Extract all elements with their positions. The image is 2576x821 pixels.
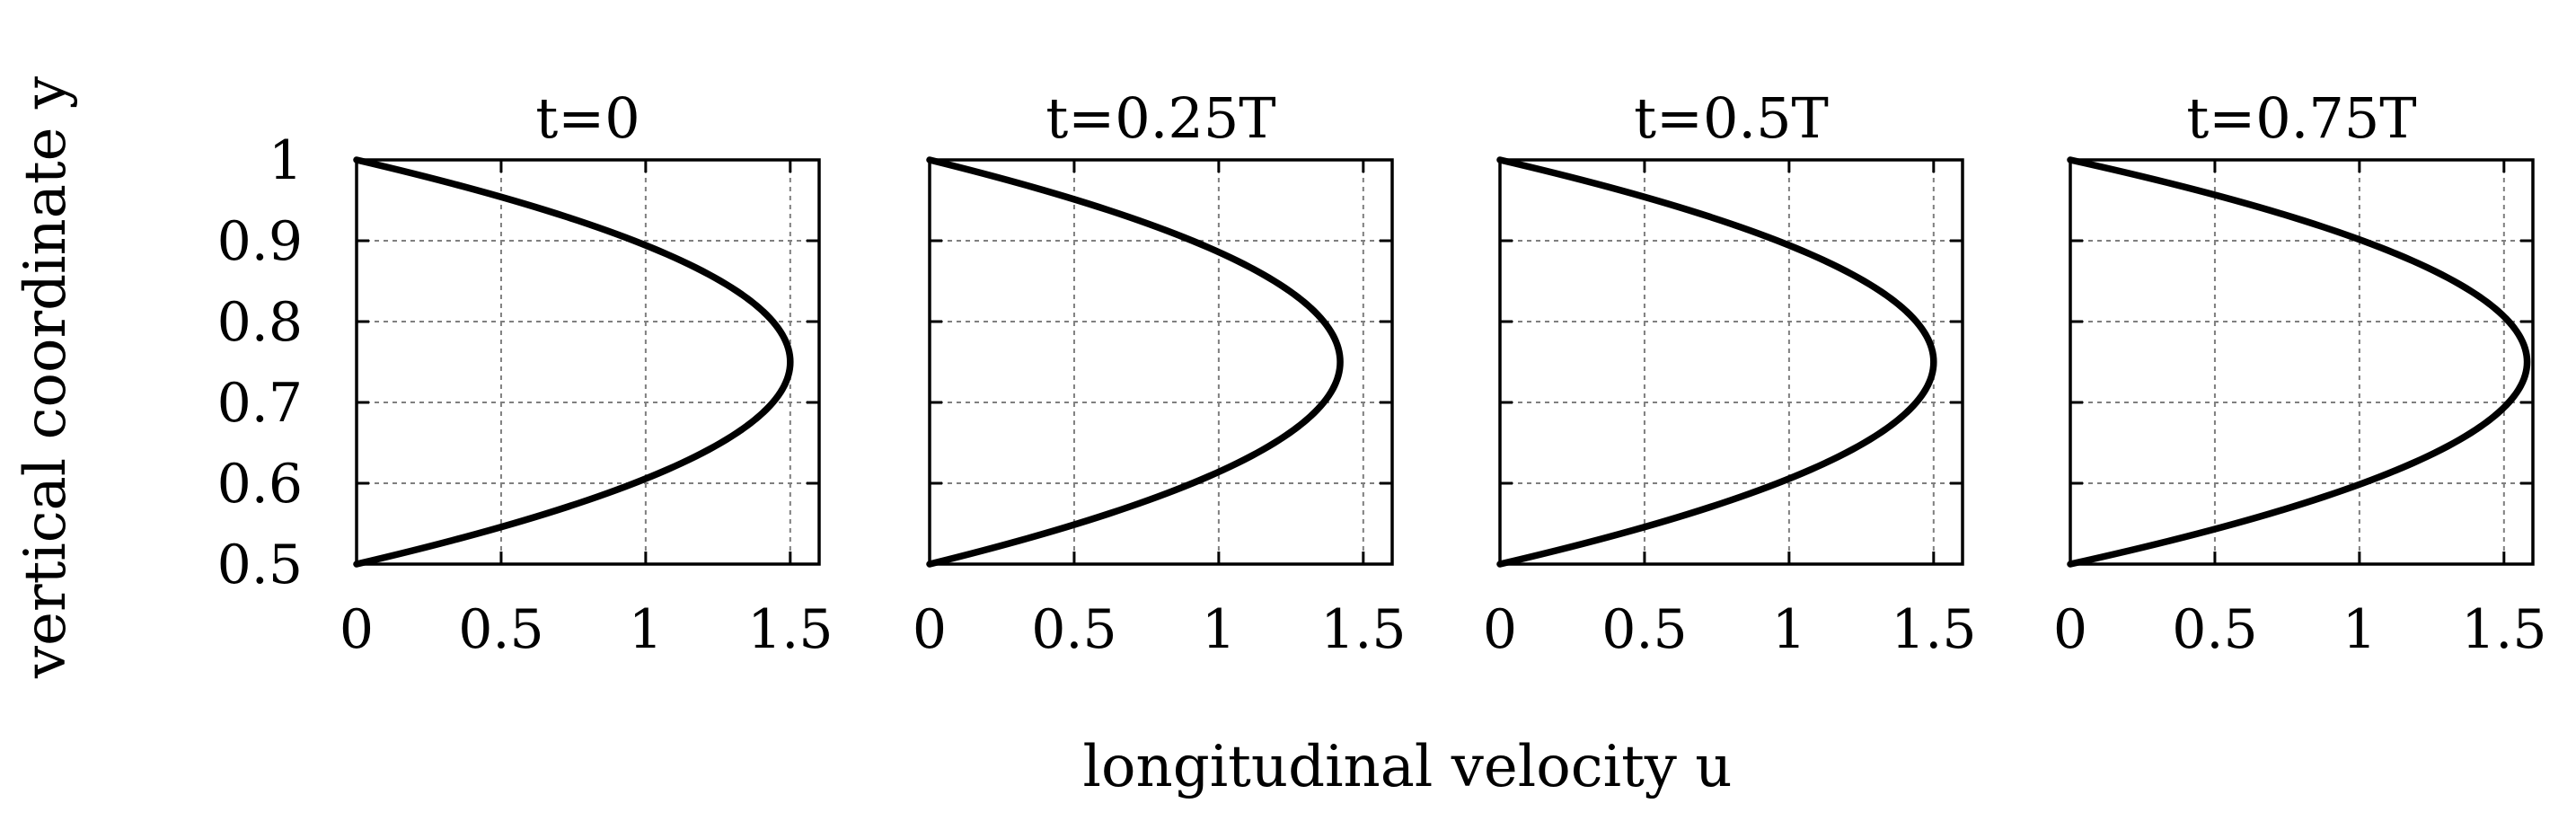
y-tick-label: 0.6 xyxy=(217,453,303,516)
plot-frame xyxy=(928,158,1394,566)
plot-frame xyxy=(1498,158,1964,566)
x-tick-label: 1.5 xyxy=(747,598,833,661)
x-tick-label: 1 xyxy=(1202,598,1236,661)
velocity-profile-line xyxy=(1496,156,1937,568)
plot-frame xyxy=(355,158,821,566)
x-tick-label: 0 xyxy=(1483,598,1517,661)
velocity-profile-line xyxy=(2067,156,2531,568)
panel-title: t=0.5T xyxy=(1634,85,1829,151)
x-tick-label: 1.5 xyxy=(2461,598,2546,661)
x-tick-label: 1.5 xyxy=(1320,598,1406,661)
x-tick-label: 1.5 xyxy=(1891,598,1976,661)
x-tick-label: 0.5 xyxy=(2172,598,2257,661)
x-tick-label: 1 xyxy=(2342,598,2377,661)
y-tick-label: 0.7 xyxy=(217,372,303,435)
velocity-profile-line xyxy=(926,156,1344,568)
x-axis-title: longitudinal velocity u xyxy=(1083,734,1733,800)
panel-4: 0 0.5 1 1.5 t=0.75T xyxy=(2053,85,2547,661)
panel-2: 0 0.5 1 1.5 t=0.25T xyxy=(913,85,1407,661)
velocity-profile-line xyxy=(353,156,794,568)
x-tick-label: 0.5 xyxy=(1031,598,1116,661)
y-tick-label: 0.8 xyxy=(217,291,303,354)
panels-group: 0 0.5 1 1.5 0.5 0.6 0.7 0.8 0.9 1 t=0 0 0.5 1 1.5 t=0.2… xyxy=(217,85,2547,661)
panel-3: 0 0.5 1 1.5 t=0.5T xyxy=(1483,85,1977,661)
x-tick-label: 0 xyxy=(340,598,374,661)
panel-title: t=0 xyxy=(535,85,640,151)
panel-title: t=0.25T xyxy=(1045,85,1275,151)
y-axis-title: vertical coordinate y xyxy=(13,76,79,679)
x-tick-label: 1 xyxy=(629,598,663,661)
x-tick-label: 0.5 xyxy=(458,598,543,661)
plot-frame xyxy=(2069,158,2535,566)
x-tick-label: 0 xyxy=(2053,598,2087,661)
y-tick-label: 1 xyxy=(269,129,303,192)
x-tick-label: 1 xyxy=(1772,598,1806,661)
panel-1: 0 0.5 1 1.5 0.5 0.6 0.7 0.8 0.9 1 t=0 xyxy=(217,85,834,661)
panel-title: t=0.75T xyxy=(2186,85,2416,151)
x-tick-label: 0 xyxy=(913,598,947,661)
y-tick-label: 0.5 xyxy=(217,534,303,596)
x-tick-label: 0.5 xyxy=(1601,598,1687,661)
y-tick-label: 0.9 xyxy=(217,210,303,273)
